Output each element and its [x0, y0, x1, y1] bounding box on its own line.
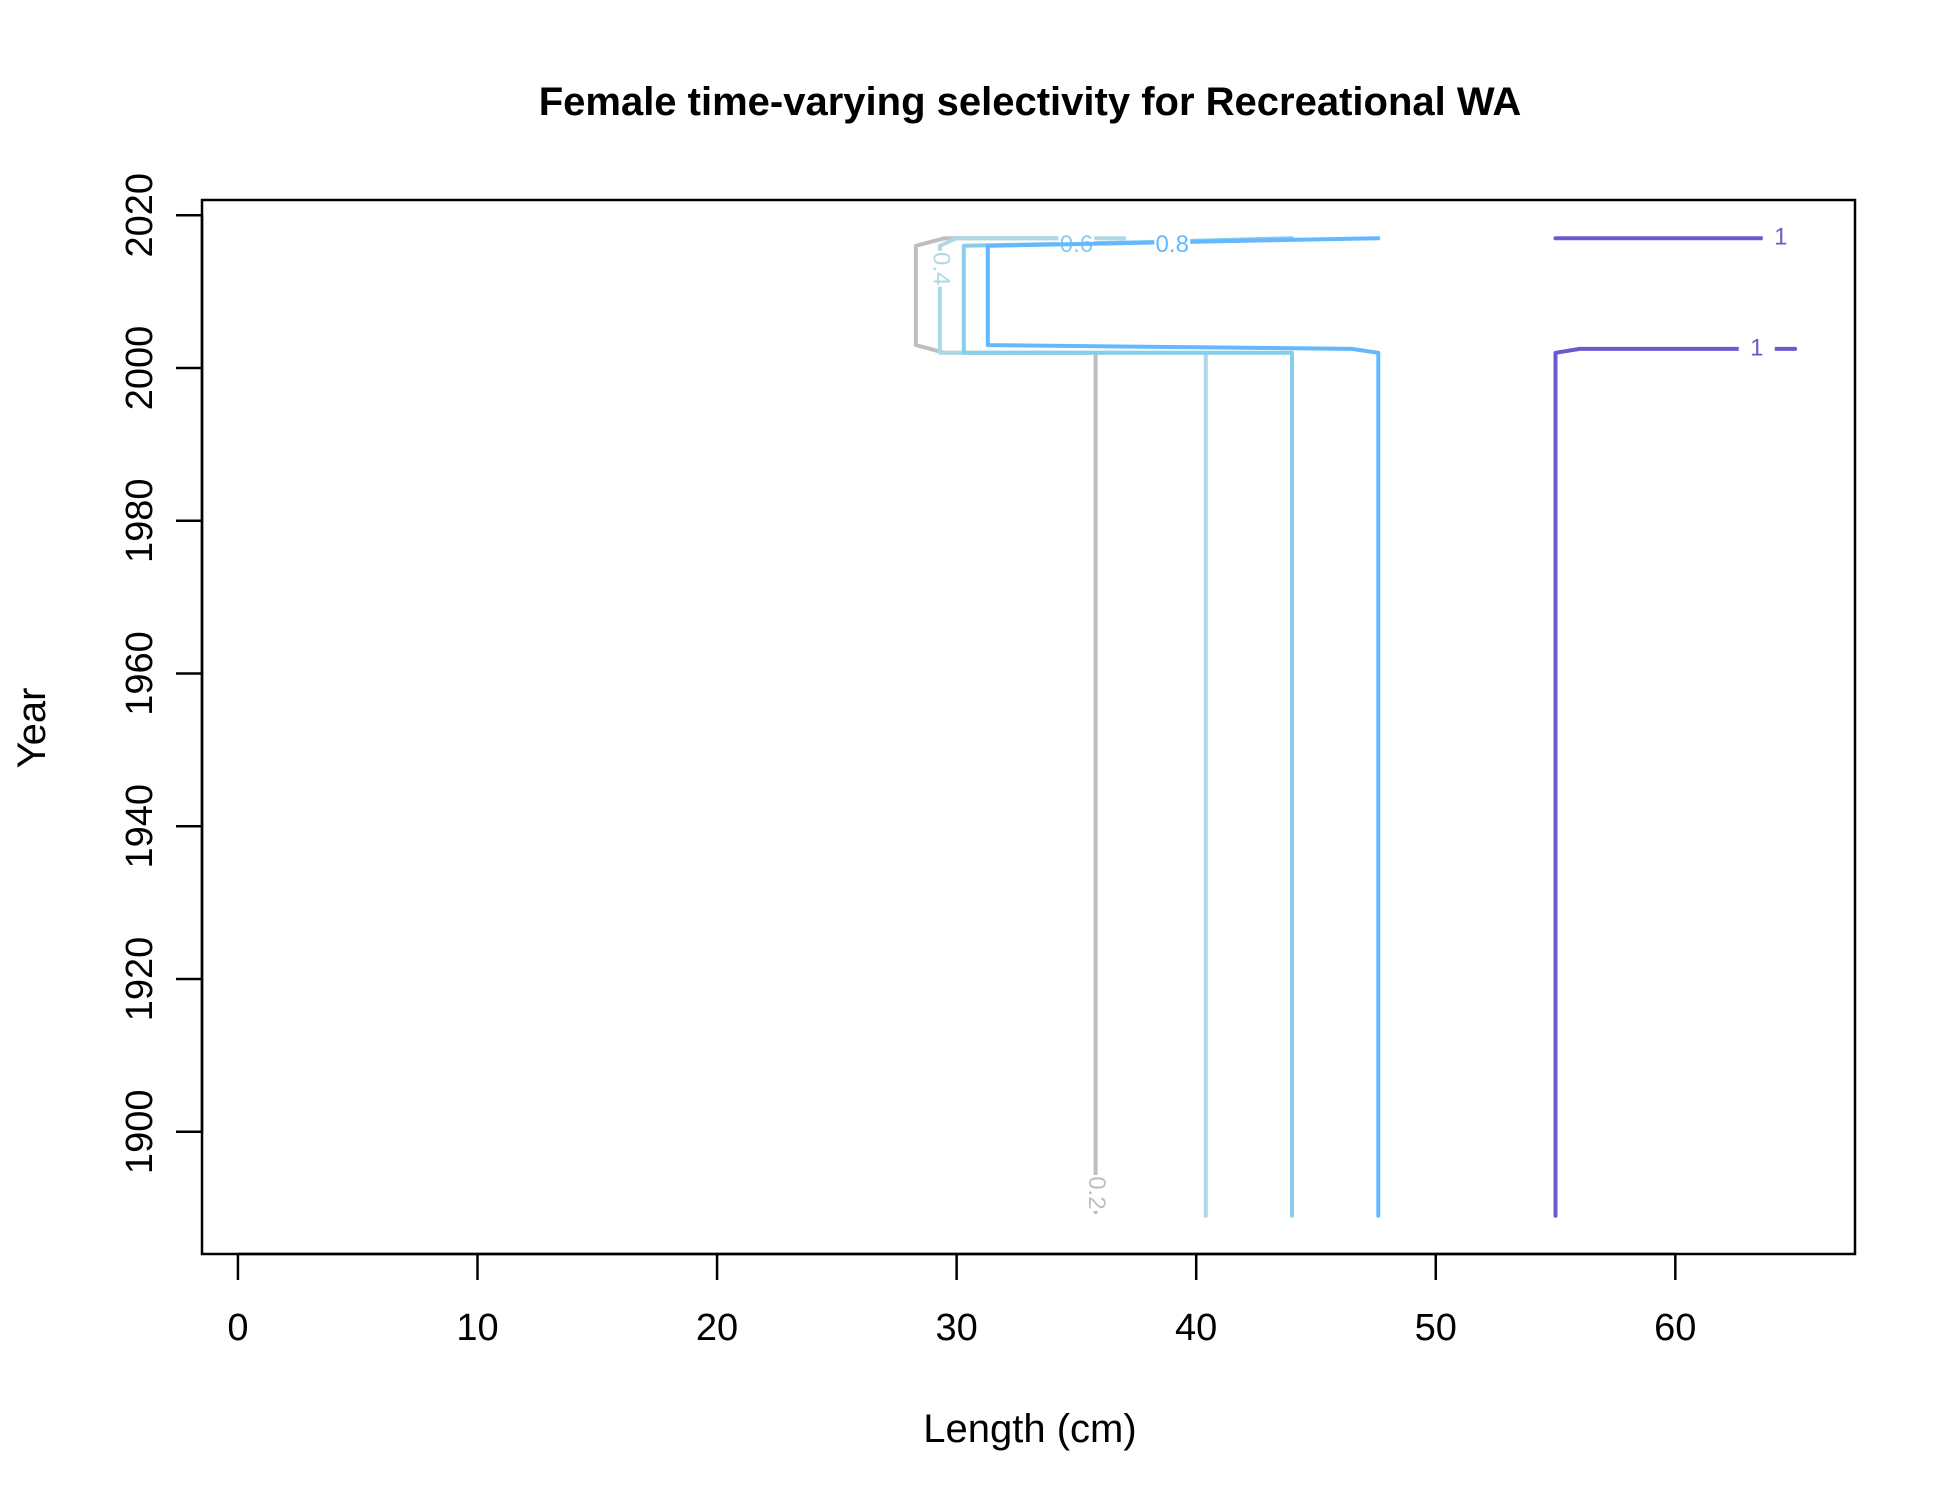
contour-label: 0.4 — [928, 252, 955, 285]
chart-title: Female time-varying selectivity for Recr… — [539, 80, 1522, 124]
contour-line-0-8 — [985, 236, 1381, 1218]
contour-line-1 — [1553, 346, 1798, 1218]
y-tick-label: 1960 — [119, 631, 161, 716]
x-tick-label: 20 — [696, 1307, 738, 1349]
y-tick-label: 1940 — [119, 784, 161, 869]
x-tick-label: 60 — [1654, 1307, 1696, 1349]
contour-line-0-6 — [961, 236, 1294, 1218]
y-tick-label: 2020 — [119, 173, 161, 258]
contour-line-0-2 — [913, 236, 1098, 1214]
contour-label: 1 — [1750, 334, 1763, 361]
x-tick-label: 40 — [1175, 1307, 1217, 1349]
contour-label: 1 — [1774, 224, 1787, 251]
y-tick-label: 1900 — [119, 1090, 161, 1175]
contour-label-bg — [1762, 224, 1799, 253]
contour-label: 0.8 — [1156, 231, 1189, 258]
y-tick-label: 1920 — [119, 937, 161, 1022]
contour-label-bg — [1081, 1174, 1110, 1211]
y-axis: 1900 1920 1940 1960 1980 2000 2020 — [119, 173, 204, 1175]
contour-label: 0.2 — [1083, 1176, 1110, 1209]
x-axis: 0 10 20 30 40 50 60 — [227, 1252, 1696, 1349]
y-axis-label: Year — [10, 688, 54, 769]
x-tick-label: 50 — [1415, 1307, 1457, 1349]
y-tick-label: 2000 — [119, 326, 161, 411]
contour-label-bg — [1154, 231, 1191, 260]
contour-line-0-4 — [937, 236, 1208, 1218]
contour-lines: 0.20.40.6 0.811 — [913, 224, 1799, 1218]
plot-frame — [200, 198, 1857, 1256]
x-tick-label: 10 — [456, 1307, 498, 1349]
x-tick-label: 0 — [227, 1307, 248, 1349]
x-tick-label: 30 — [935, 1307, 977, 1349]
contour-label-bg — [925, 250, 954, 287]
x-axis-label: Length (cm) — [923, 1407, 1136, 1451]
contour-label-bg — [1738, 334, 1775, 363]
y-tick-label: 1980 — [119, 479, 161, 564]
